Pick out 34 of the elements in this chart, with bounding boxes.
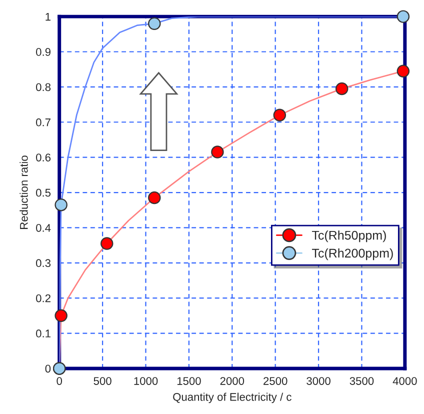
x-tick-label: 2000 — [220, 377, 244, 385]
y-tick-label: 1 — [46, 12, 50, 21]
point — [148, 191, 161, 204]
y-tick-label: 0.6 — [36, 154, 51, 162]
point — [100, 237, 114, 250]
y-tick-label: 0.2 — [36, 294, 50, 302]
y-tick-label: 0 — [45, 364, 51, 373]
y-tick-label: 0.7 — [36, 118, 50, 126]
point — [211, 146, 224, 158]
point — [396, 10, 410, 23]
y-tick-label: 0.5 — [36, 188, 51, 197]
y-tick-label: 0.9 — [36, 48, 50, 56]
x-tick-label: 500 — [94, 377, 112, 385]
point — [273, 108, 286, 122]
x-tick-label: 1000 — [134, 377, 158, 385]
y-tick-label: 0.3 — [36, 259, 51, 268]
x-tick-label: 2500 — [264, 377, 288, 385]
x-tick-label: 0 — [56, 377, 62, 385]
y-axis-title: Reduction ratio — [20, 156, 28, 229]
point — [54, 309, 68, 322]
x-tick-label: 3500 — [350, 377, 374, 385]
y-tick-label: 0.1 — [36, 330, 50, 338]
point — [396, 64, 410, 78]
x-axis-title: Quantity of Electricity / c — [173, 392, 292, 404]
x-tick-label: 1500 — [177, 377, 201, 385]
x-tick-label: 4000 — [392, 377, 417, 385]
legend-label: Tc(Rh200ppm) — [312, 248, 393, 260]
y-tick-label: 0.4 — [36, 224, 51, 232]
point — [148, 17, 161, 30]
y-tick-label: 0.8 — [36, 83, 51, 92]
point — [335, 82, 348, 96]
legend-label: Tc(Rh50ppm) — [312, 230, 386, 242]
x-tick-label: 3000 — [306, 377, 330, 385]
point — [54, 198, 68, 212]
